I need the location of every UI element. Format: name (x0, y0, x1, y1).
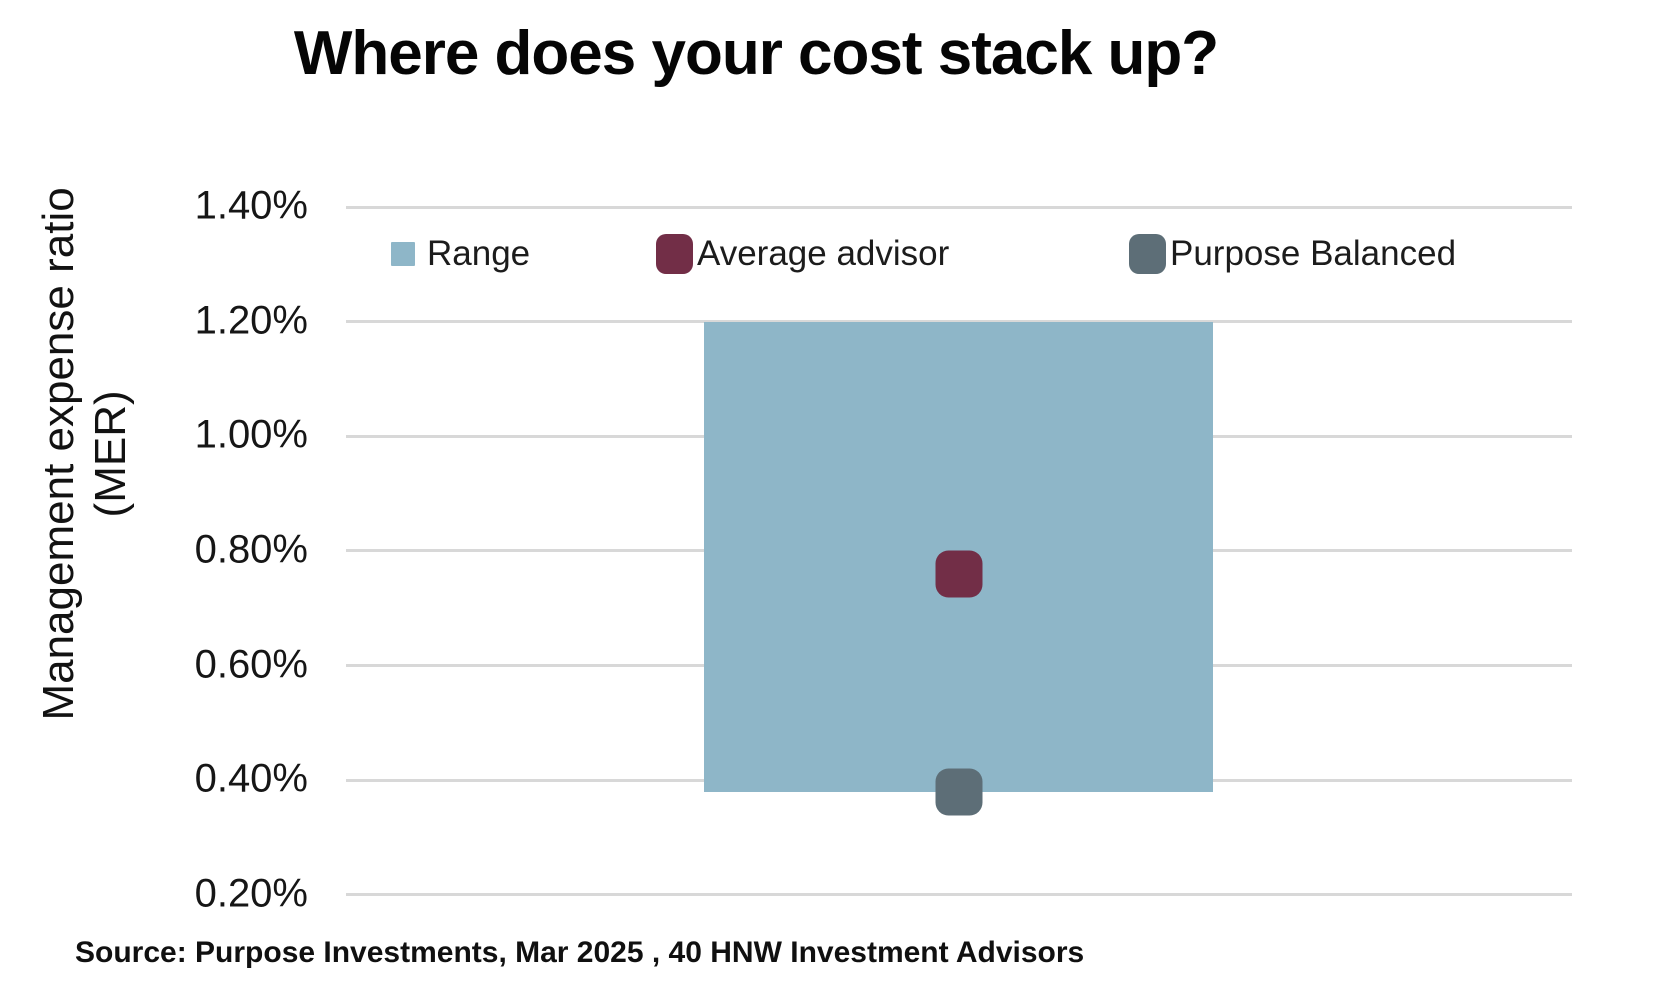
legend-item-purpose-balanced: Purpose Balanced (1129, 230, 1456, 278)
legend-label-purpose-balanced: Purpose Balanced (1170, 234, 1457, 273)
legend-item-range: Range (391, 230, 530, 278)
range-swatch-icon (391, 242, 415, 266)
y-tick-label: 0.80% (194, 527, 308, 572)
y-tick-label: 0.20% (194, 871, 308, 916)
y-tick-label: 1.40% (194, 183, 308, 228)
y-axis-title-line1: Management expense ratio (34, 187, 84, 721)
y-axis-title-text: Management expense ratio (MER) (33, 74, 137, 834)
gridline (346, 893, 1572, 897)
legend-label-range: Range (427, 234, 531, 273)
source-note: Source: Purpose Investments, Mar 2025 , … (75, 936, 1085, 969)
y-axis-title-line2: (MER) (86, 390, 135, 518)
y-tick-label: 1.20% (194, 298, 308, 343)
chart-title: Where does your cost stack up? (293, 19, 1219, 88)
legend-item-average-advisor: Average advisor (656, 230, 949, 278)
purpose-balanced-swatch-icon (1129, 234, 1166, 274)
gridline (346, 205, 1572, 209)
purpose-balanced-marker (935, 768, 982, 816)
legend: Range Average advisor Purpose Balanced (0, 112, 1660, 274)
legend-label-average-advisor: Average advisor (697, 234, 950, 273)
y-tick-label: 0.40% (194, 756, 308, 801)
y-tick-label: 1.00% (194, 412, 308, 457)
average-advisor-marker (935, 550, 982, 598)
average-advisor-swatch-icon (656, 234, 693, 274)
y-tick-label: 0.60% (194, 642, 308, 687)
